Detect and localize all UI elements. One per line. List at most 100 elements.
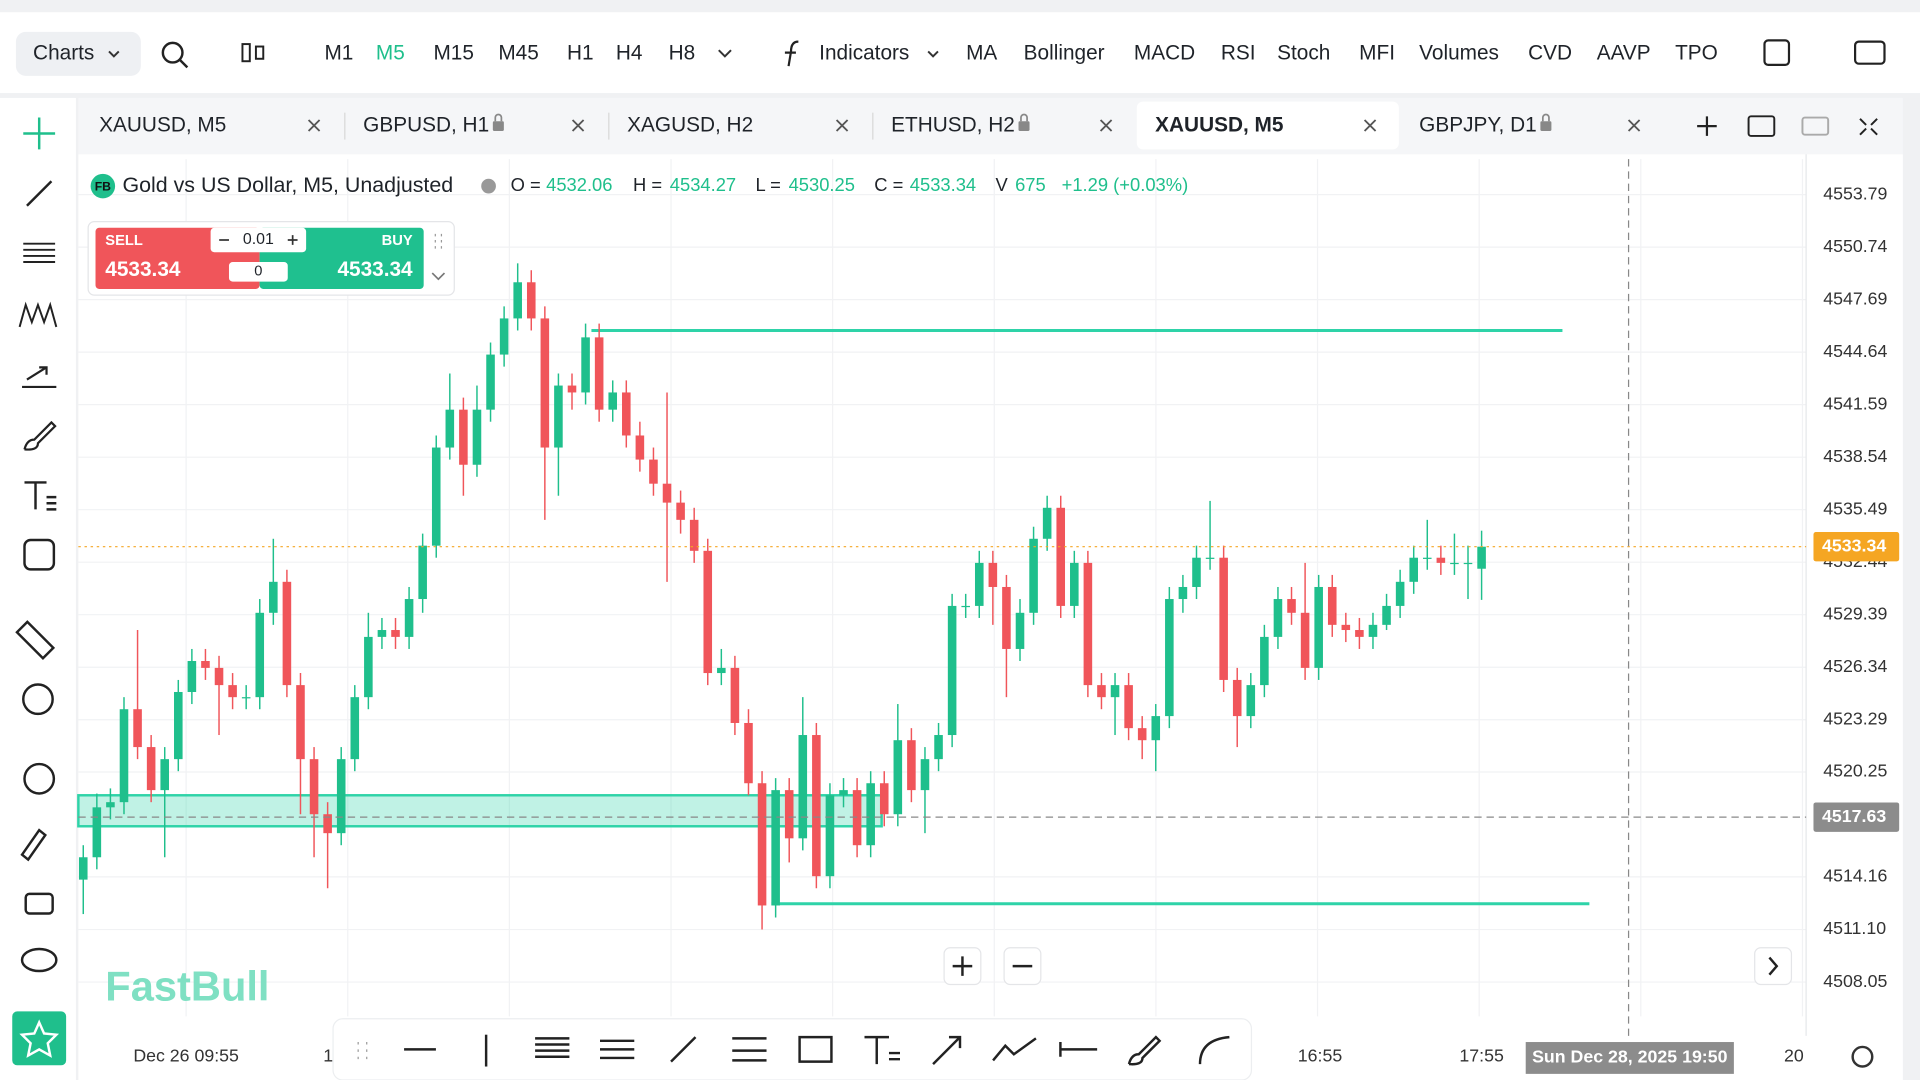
- candle-body: [1436, 557, 1446, 563]
- drawing-tool[interactable]: [992, 1037, 1037, 1062]
- magnet-tool[interactable]: [23, 762, 56, 795]
- status-dot: [481, 178, 496, 194]
- timeframe[interactable]: M1: [324, 41, 353, 64]
- text-tool[interactable]: [24, 481, 57, 511]
- window-icon[interactable]: [1801, 116, 1830, 136]
- drawing-tool[interactable]: [600, 1039, 635, 1060]
- settings-icon[interactable]: [1851, 1045, 1874, 1068]
- favorite-button[interactable]: [12, 1011, 67, 1066]
- drawing-tool[interactable]: [932, 1035, 962, 1065]
- indicator[interactable]: AAVP: [1597, 41, 1651, 64]
- candle-body: [1029, 538, 1038, 613]
- fullscreen-icon[interactable]: [1859, 118, 1878, 136]
- layout-icon[interactable]: [1763, 39, 1791, 66]
- timeframe[interactable]: H1: [567, 41, 594, 64]
- tab-close[interactable]: [1363, 119, 1377, 132]
- pattern-tool[interactable]: [18, 301, 58, 328]
- candle-body: [201, 661, 210, 668]
- candle-body: [418, 545, 427, 600]
- drawing-tool[interactable]: [798, 1035, 833, 1063]
- indicator[interactable]: MACD: [1134, 41, 1195, 64]
- drawing-tool[interactable]: [670, 1036, 697, 1063]
- visibility-tool[interactable]: [20, 947, 58, 973]
- drawing-tool[interactable]: [1127, 1035, 1162, 1066]
- scroll-right[interactable]: [1754, 947, 1793, 986]
- candle-body: [174, 691, 183, 760]
- tab-label[interactable]: XAUUSD, M5: [1155, 114, 1283, 137]
- indicator[interactable]: CVD: [1528, 41, 1572, 64]
- candle-body: [1246, 685, 1256, 717]
- candle-body: [608, 392, 618, 410]
- tab-label[interactable]: GBPJPY, D1: [1419, 114, 1537, 137]
- brush-tool[interactable]: [23, 420, 57, 451]
- logo: FastBull: [105, 962, 269, 1009]
- tab-label[interactable]: ETHUSD, H2: [891, 114, 1015, 137]
- candle-body: [1450, 562, 1459, 565]
- lock-tool[interactable]: [24, 892, 54, 915]
- candle-body: [1232, 679, 1242, 717]
- drawing-tool[interactable]: [535, 1037, 570, 1058]
- panel-icon[interactable]: [1854, 40, 1886, 65]
- tab-close[interactable]: [1099, 119, 1113, 132]
- lot: 0.01: [243, 231, 274, 248]
- y-tick-label: 4511.10: [1823, 918, 1886, 938]
- candle-body: [812, 735, 821, 877]
- indicator[interactable]: Stoch: [1277, 41, 1330, 64]
- candle-body: [907, 740, 916, 791]
- tab-label[interactable]: XAUUSD, M5: [99, 114, 226, 137]
- search-icon[interactable]: [161, 41, 184, 64]
- tab-close[interactable]: [1627, 119, 1641, 132]
- drawing-tool[interactable]: [1059, 1042, 1098, 1057]
- zoom-tool[interactable]: [22, 683, 54, 716]
- timeframe[interactable]: M5: [376, 41, 405, 64]
- charts-button[interactable]: [15, 31, 141, 76]
- indicator[interactable]: MFI: [1359, 41, 1395, 64]
- tab-close[interactable]: [571, 119, 585, 132]
- candle-body: [1463, 562, 1473, 565]
- buy-price: 4533.34: [337, 258, 413, 281]
- candle-body: [635, 435, 645, 460]
- ruler-tool[interactable]: [15, 620, 56, 660]
- y-tick-label: 4550.74: [1823, 236, 1887, 256]
- crosshair-price-tag: [1813, 802, 1900, 832]
- tab-bar: [78, 97, 1903, 155]
- timeframe[interactable]: M45: [498, 41, 538, 64]
- indicators-label[interactable]: Indicators: [819, 41, 909, 64]
- lot-box[interactable]: [210, 227, 307, 253]
- drawing-tool[interactable]: [864, 1035, 900, 1065]
- emoji-tool[interactable]: [23, 538, 56, 571]
- candle-body: [1015, 612, 1025, 649]
- candle-body: [771, 790, 780, 906]
- indicator[interactable]: RSI: [1221, 41, 1256, 64]
- lock-draw-tool[interactable]: [20, 828, 47, 862]
- split-icon[interactable]: [1747, 115, 1776, 137]
- trend-tool[interactable]: [26, 180, 53, 207]
- timeframe[interactable]: H4: [616, 41, 643, 64]
- indicator[interactable]: Bollinger: [1024, 41, 1105, 64]
- tab-label[interactable]: GBPUSD, H1: [363, 114, 489, 137]
- candle-icon[interactable]: [241, 43, 251, 63]
- timeframe[interactable]: M15: [433, 41, 473, 64]
- ohlc-label: V: [996, 174, 1009, 195]
- candle-body: [920, 759, 930, 791]
- projection-tool[interactable]: [22, 366, 57, 389]
- drawing-tool[interactable]: [1198, 1035, 1230, 1065]
- lock-shackle: [1541, 113, 1550, 122]
- candle-body: [1151, 716, 1161, 741]
- drawing-tool[interactable]: [732, 1037, 767, 1062]
- timeframe[interactable]: H8: [669, 41, 696, 64]
- tab-close[interactable]: [835, 119, 849, 132]
- crosshair-tool[interactable]: [23, 117, 56, 150]
- tab-label[interactable]: XAGUSD, H2: [627, 114, 753, 137]
- indicator[interactable]: Volumes: [1419, 41, 1499, 64]
- indicator[interactable]: MA: [966, 41, 997, 64]
- add-tab[interactable]: [1697, 116, 1717, 136]
- panel-chevron[interactable]: [431, 272, 446, 281]
- x-tick-label: Dec 26 09:55: [133, 1045, 239, 1065]
- chevron[interactable]: [718, 49, 732, 58]
- indicator[interactable]: TPO: [1675, 41, 1718, 64]
- fib-tool[interactable]: [23, 242, 56, 264]
- charts-label[interactable]: Charts: [33, 41, 94, 64]
- tab-close[interactable]: [307, 119, 321, 132]
- ohlc-label: O =: [511, 174, 541, 195]
